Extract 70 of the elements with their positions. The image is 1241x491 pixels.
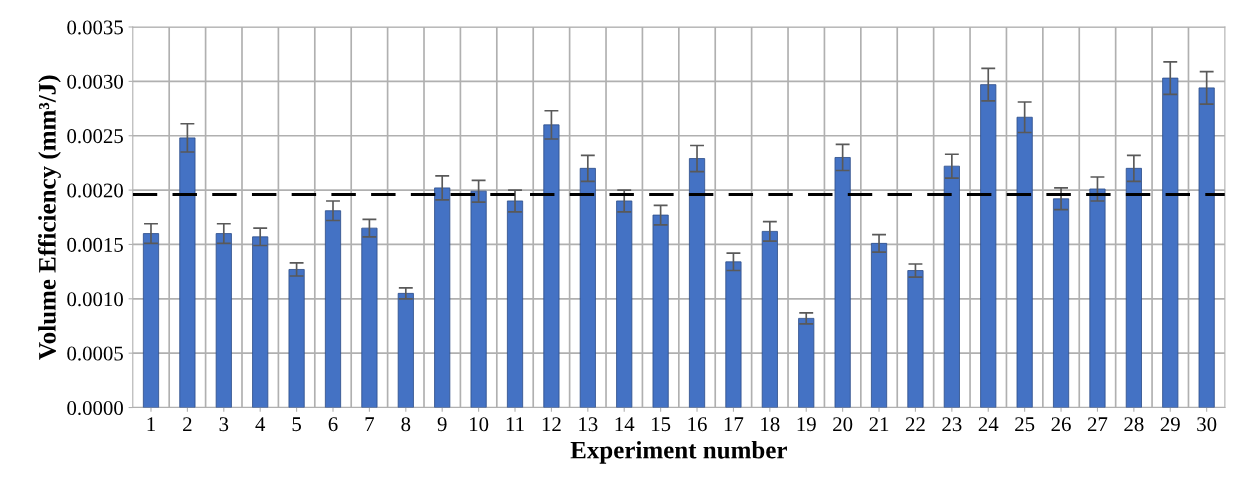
y-tick-label: 0.0000: [67, 400, 123, 416]
bar: [1016, 116, 1033, 408]
x-tick-label: 2: [183, 417, 192, 432]
bar: [543, 124, 560, 408]
bar: [980, 84, 997, 408]
bar: [361, 227, 378, 408]
x-tick-label: 28: [1124, 417, 1144, 432]
x-tick-label: 14: [615, 417, 635, 432]
x-axis-title: Experiment number: [570, 441, 787, 464]
y-tick-label: 0.0020: [67, 183, 123, 198]
x-tick-label: 16: [688, 417, 707, 432]
x-tick-label: 24: [978, 417, 999, 432]
y-tick-label: 0.0015: [67, 237, 123, 252]
x-tick-label: 21: [869, 417, 889, 432]
bar: [761, 230, 778, 408]
bar: [179, 137, 196, 408]
x-tick-label: 9: [437, 417, 447, 432]
x-tick-label: 15: [652, 417, 671, 432]
y-tick-label: 0.0025: [67, 129, 123, 144]
x-tick-label: 6: [328, 417, 338, 432]
bar: [397, 292, 414, 408]
x-tick-label: 7: [365, 417, 375, 432]
x-tick-label: 19: [797, 417, 816, 432]
y-tick-label: 0.0035: [67, 20, 123, 35]
x-tick-label: 11: [506, 417, 524, 432]
bar: [943, 165, 960, 408]
x-tick-label: 8: [401, 417, 411, 432]
bar: [907, 270, 924, 408]
bar: [1125, 167, 1142, 408]
bar: [870, 242, 888, 408]
x-tick-label: 30: [1197, 417, 1217, 432]
x-tick-label: 4: [255, 417, 266, 432]
bar: [1162, 77, 1179, 408]
x-tick-label: 27: [1087, 417, 1108, 432]
x-tick-label: 13: [579, 417, 598, 432]
bar: [652, 214, 669, 408]
bar: [616, 200, 633, 408]
x-tick-label: 18: [761, 417, 780, 432]
x-tick-label: 12: [542, 417, 561, 432]
bar: [215, 233, 232, 408]
x-tick-label: 22: [905, 417, 925, 432]
x-tick-label: 23: [942, 417, 962, 432]
bar: [1198, 87, 1215, 408]
bar: [579, 167, 596, 408]
x-tick-label: 25: [1015, 417, 1035, 432]
bar: [470, 190, 487, 408]
bar: [688, 158, 706, 408]
bar: [798, 317, 815, 408]
x-tick-label: 26: [1051, 417, 1071, 432]
x-tick-label: 10: [470, 417, 489, 432]
x-tick-label: 29: [1160, 417, 1180, 432]
bar: [1089, 188, 1106, 408]
y-axis-title: Volume Efficiency (mm³/J): [37, 75, 61, 360]
bar: [252, 236, 269, 408]
bar: [1052, 198, 1070, 408]
x-tick-label: 17: [724, 417, 744, 432]
x-tick-label: 5: [292, 417, 301, 432]
bar: [434, 187, 451, 408]
x-tick-label: 20: [833, 417, 853, 432]
bar: [725, 261, 742, 408]
x-tick-label: 3: [219, 417, 229, 432]
bar: [324, 210, 342, 408]
x-tick-label: 1: [147, 417, 155, 432]
bar: [834, 157, 851, 408]
y-tick-label: 0.0005: [67, 346, 123, 361]
bar: [142, 233, 160, 408]
bar: [506, 200, 524, 408]
y-tick-label: 0.0010: [67, 292, 123, 307]
y-tick-label: 0.0030: [67, 74, 123, 89]
bar: [288, 269, 305, 408]
